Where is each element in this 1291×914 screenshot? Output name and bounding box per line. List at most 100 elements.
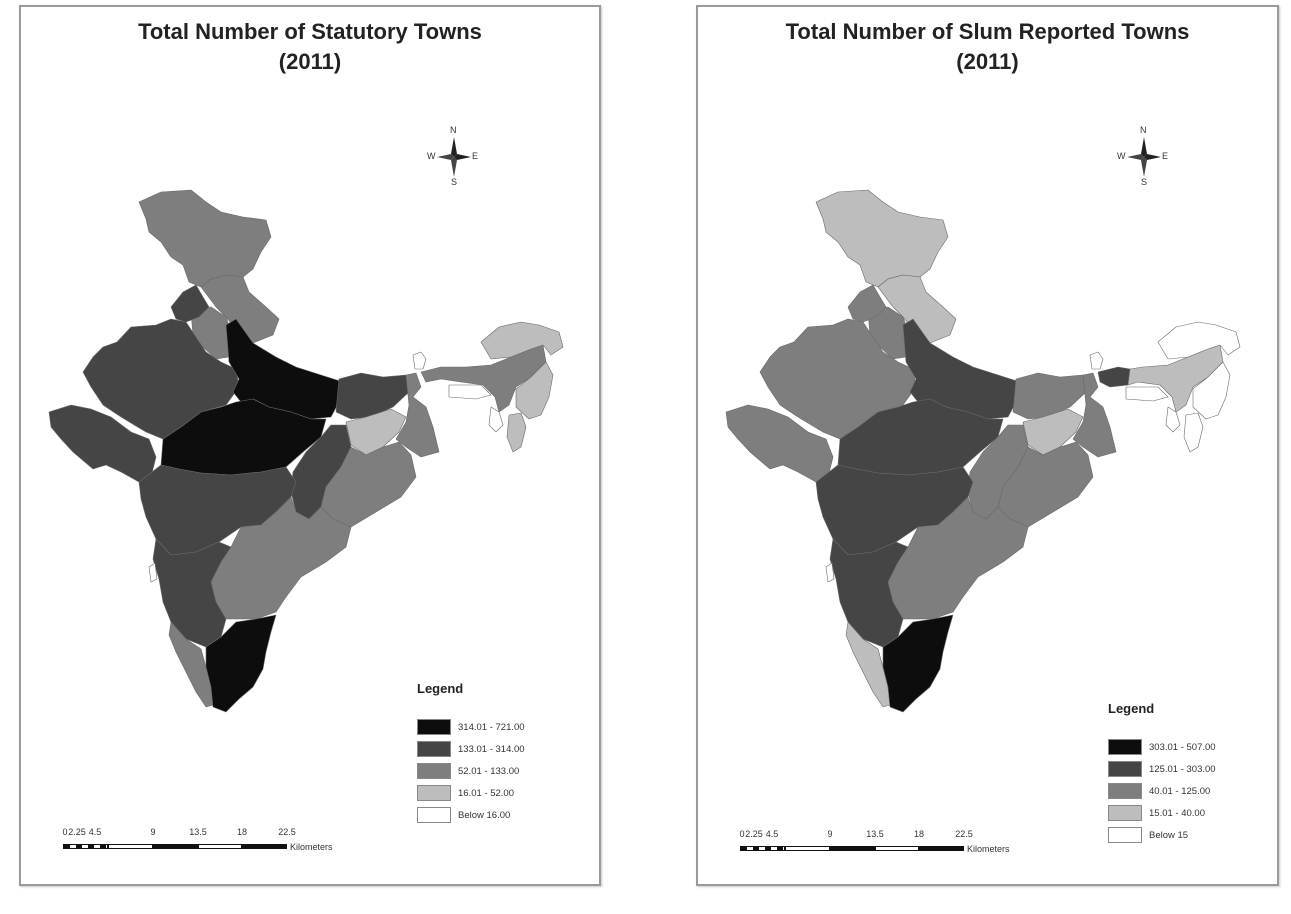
legend-label: 133.01 - 314.00 [458, 743, 525, 755]
slum-towns-map-panel: Total Number of Slum Reported Towns (201… [696, 5, 1279, 886]
map-title: Total Number of Slum Reported Towns (201… [698, 17, 1277, 77]
scale-unit: Kilometers [967, 844, 1010, 854]
scale-tick: 22.5 [278, 827, 296, 837]
legend-swatch [1108, 739, 1142, 755]
state-goa [825, 562, 835, 583]
state-nagaland-manipur [1192, 361, 1231, 420]
state-arunachal [480, 321, 564, 360]
state-bengal-corridor [1097, 366, 1131, 388]
scale-tick: 0 [739, 829, 745, 839]
state-uttar-pradesh [225, 318, 344, 420]
legend-title: Legend [417, 681, 464, 696]
state-kerala [168, 621, 214, 708]
state-jammu-kashmir [138, 189, 272, 288]
legend-item: 314.01 - 721.00 [417, 716, 525, 738]
legend-item: 52.01 - 133.00 [417, 760, 525, 782]
state-bihar [1012, 372, 1087, 420]
state-karnataka [829, 538, 909, 648]
state-meghalaya [448, 384, 492, 400]
state-goa [148, 562, 158, 583]
state-jharkhand [1022, 408, 1084, 456]
legend-swatch [1108, 805, 1142, 821]
scale-unit: Kilometers [290, 842, 333, 852]
state-meghalaya [1125, 386, 1169, 402]
legend-item: 303.01 - 507.00 [1108, 736, 1216, 758]
map-legend: Legend 303.01 - 507.00 125.01 - 303.00 4… [1108, 701, 1216, 846]
scale-tick: 2.25 [68, 827, 86, 837]
state-sikkim [412, 351, 427, 370]
statutory-towns-map-panel: Total Number of Statutory Towns (2011) N… [19, 5, 601, 886]
state-mizoram [506, 412, 527, 453]
state-mizoram [1183, 412, 1204, 453]
scale-tick: 0 [62, 827, 68, 837]
legend-item: 125.01 - 303.00 [1108, 758, 1216, 780]
scale-bar: 0 2.25 4.5 9 13.5 18 22.5 Kilometers [62, 827, 363, 852]
scale-tick: 4.5 [765, 829, 779, 839]
compass-n: N [1140, 125, 1147, 135]
state-karnataka [152, 538, 232, 648]
state-tripura [1165, 406, 1181, 433]
compass-e: E [472, 151, 479, 161]
state-arunachal [1157, 321, 1241, 360]
map-legend: Legend 314.01 - 721.00 133.01 - 314.00 5… [417, 681, 525, 826]
legend-item: 16.01 - 52.00 [417, 782, 525, 804]
india-choropleth-map-statutory [48, 189, 564, 713]
legend-label: 40.01 - 125.00 [1149, 785, 1211, 797]
scale-tick: 2.25 [745, 829, 763, 839]
state-sikkim [1089, 351, 1104, 370]
state-assam [420, 344, 547, 413]
scale-bar: 0 2.25 4.5 9 13.5 18 22.5 Kilometers [739, 829, 1040, 854]
legend-swatch [1108, 783, 1142, 799]
scale-tick: 9 [150, 827, 156, 837]
legend-label: Below 15 [1149, 829, 1189, 841]
legend-item: Below 15 [1108, 824, 1216, 846]
scale-tick: 18 [913, 829, 925, 839]
legend-label: 125.01 - 303.00 [1149, 763, 1216, 775]
compass-s: S [1141, 177, 1148, 187]
state-rajasthan [82, 318, 240, 440]
scale-tick: 22.5 [955, 829, 973, 839]
legend-swatch [417, 763, 451, 779]
state-west-bengal [1072, 372, 1117, 458]
scale-tick: 13.5 [866, 829, 884, 839]
compass-n: N [450, 125, 457, 135]
state-nagaland-manipur [515, 361, 554, 420]
scale-tick: 9 [827, 829, 833, 839]
state-punjab [847, 284, 887, 323]
legend-label: 16.01 - 52.00 [458, 787, 514, 799]
state-bihar [335, 372, 410, 420]
compass-w: W [427, 151, 436, 161]
scale-tick: 13.5 [189, 827, 207, 837]
map-title: Total Number of Statutory Towns (2011) [21, 17, 599, 77]
map-title-year: (2011) [956, 49, 1019, 74]
legend-item: 40.01 - 125.00 [1108, 780, 1216, 802]
state-kerala [845, 621, 891, 708]
state-tamil-nadu [882, 614, 954, 713]
legend-swatch [1108, 827, 1142, 843]
legend-item: 15.01 - 40.00 [1108, 802, 1216, 824]
legend-label: 15.01 - 40.00 [1149, 807, 1205, 819]
north-arrow-compass-icon: N S W E [1117, 125, 1169, 187]
state-jharkhand [345, 408, 407, 456]
compass-s: S [451, 177, 458, 187]
state-odisha [997, 441, 1094, 528]
map-title-line1: Total Number of Statutory Towns [138, 19, 482, 44]
legend-swatch [1108, 761, 1142, 777]
state-uttar-pradesh [902, 318, 1021, 420]
compass-w: W [1117, 151, 1126, 161]
state-assam [1127, 344, 1224, 413]
legend-swatch [417, 719, 451, 735]
legend-item: 133.01 - 314.00 [417, 738, 525, 760]
state-west-bengal [395, 372, 440, 458]
legend-item: Below 16.00 [417, 804, 525, 826]
state-jammu-kashmir [815, 189, 949, 288]
north-arrow-compass-icon: N S W E [427, 125, 479, 187]
compass-e: E [1162, 151, 1169, 161]
scale-tick: 18 [236, 827, 248, 837]
legend-swatch [417, 741, 451, 757]
india-choropleth-map-slum [725, 189, 1241, 713]
state-odisha [320, 441, 417, 528]
map-title-line1: Total Number of Slum Reported Towns [785, 19, 1190, 44]
legend-title: Legend [1108, 701, 1155, 716]
legend-swatch [417, 785, 451, 801]
